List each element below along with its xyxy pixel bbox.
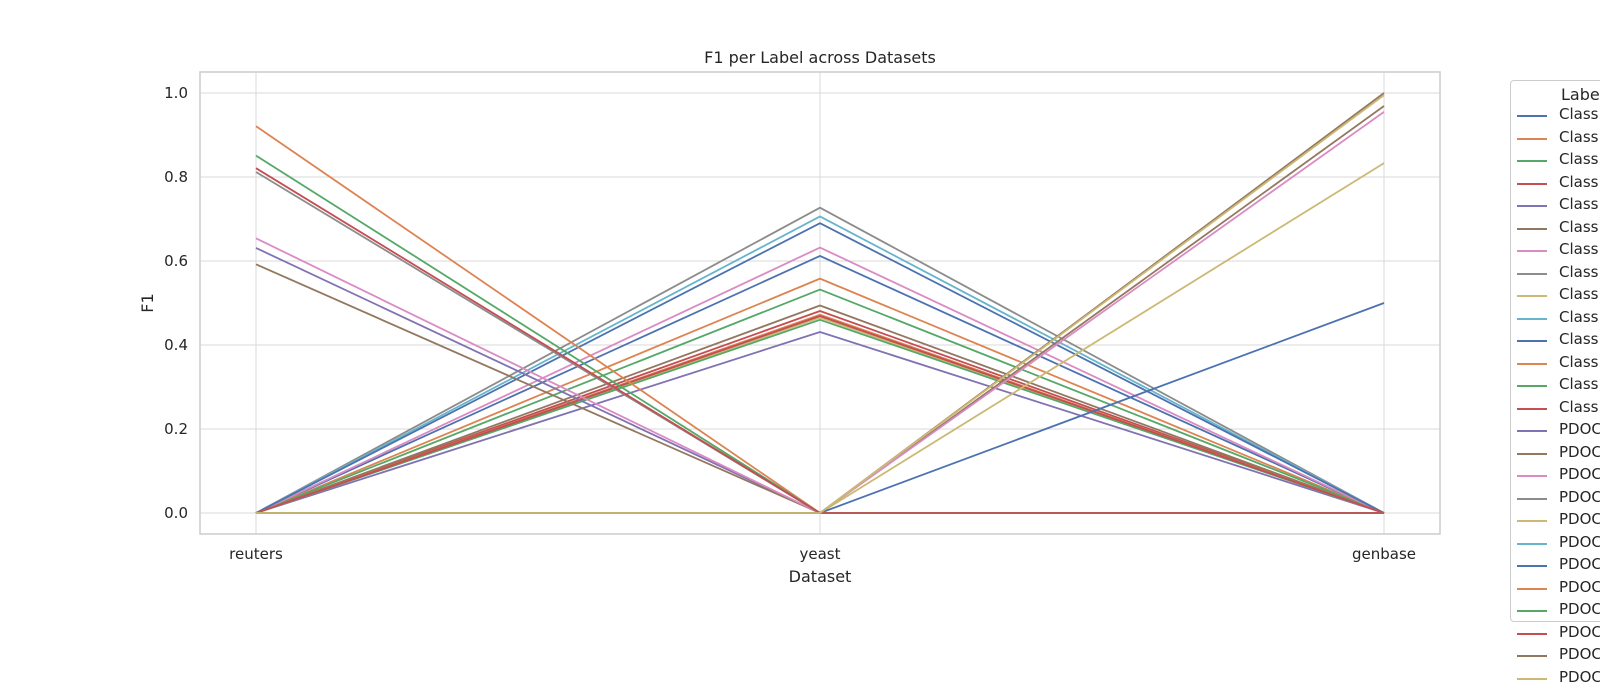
legend-label: PDOC: [1559, 442, 1600, 461]
series-line-0: [255, 255, 1385, 514]
tick-layer: 0.0 0.2 0.4 0.6 0.8 1.0 reuters yeast genbase: [164, 84, 1416, 563]
legend-swatch: [1517, 227, 1547, 230]
legend-label: Class: [1559, 307, 1599, 326]
y-tick-label: 0.0: [164, 504, 188, 522]
series-line-12: [255, 318, 1385, 514]
legend-label: Class: [1559, 217, 1599, 236]
legend-swatch: [1517, 497, 1547, 500]
y-tick-label: 0.2: [164, 420, 188, 438]
series-line-9: [255, 215, 1385, 514]
legend-label: Class: [1559, 105, 1599, 123]
legend-label: Class: [1559, 262, 1599, 281]
y-tick-label: 0.6: [164, 252, 188, 270]
legend-swatch: [1517, 137, 1547, 140]
legend-label: PDOC: [1559, 577, 1600, 596]
legend-label: Class: [1559, 195, 1599, 213]
y-axis-label: F1: [138, 293, 157, 312]
series-line-13: [255, 315, 1385, 514]
legend-label: Class: [1559, 352, 1599, 371]
legend-label: PDOC: [1559, 555, 1600, 573]
legend-swatch: [1517, 430, 1547, 432]
series-line-7: [255, 206, 1385, 514]
legend-label: Class: [1559, 150, 1599, 168]
legend-label: PDOC: [1559, 622, 1600, 641]
y-tick-label: 1.0: [164, 84, 188, 102]
legend-swatch: [1517, 317, 1547, 320]
legend-swatch: [1517, 587, 1547, 590]
y-tick-label: 0.8: [164, 168, 188, 186]
legend-label: PDOC: [1559, 420, 1600, 438]
legend-label: Class: [1559, 397, 1599, 416]
y-tick-label: 0.4: [164, 336, 188, 354]
legend-label: PDOC: [1559, 510, 1600, 528]
legend-label: PDOC: [1559, 600, 1600, 618]
legend-swatch: [1517, 452, 1547, 455]
x-axis-label: Dataset: [789, 567, 852, 586]
chart-title: F1 per Label across Datasets: [704, 48, 936, 67]
series-layer: [255, 92, 1385, 514]
legend-swatch: [1517, 115, 1547, 117]
legend-label: Class: [1559, 330, 1599, 348]
legend-label: PDOC: [1559, 645, 1600, 663]
legend-label: Class: [1559, 127, 1599, 146]
legend-swatch: [1517, 340, 1547, 342]
legend-swatch: [1517, 272, 1547, 275]
legend-swatch: [1517, 475, 1547, 477]
legend-label: Class: [1559, 172, 1599, 191]
legend-label: PDOC: [1559, 487, 1600, 506]
legend-swatch: [1517, 610, 1547, 612]
legend-swatch: [1517, 385, 1547, 387]
series-line-25: [256, 94, 1385, 514]
legend-swatch: [1517, 542, 1547, 545]
legend-swatch: [1517, 677, 1547, 680]
x-tick-label-yeast: yeast: [800, 545, 841, 563]
legend-swatch: [1517, 182, 1547, 185]
legend-label: PDOC: [1559, 532, 1600, 551]
chart-figure: 0.0 0.2 0.4 0.6 0.8 1.0 reuters yeast genbase F1…: [0, 0, 1600, 600]
x-tick-label-reuters: reuters: [229, 545, 283, 563]
legend-label: Class: [1559, 375, 1599, 393]
series-line-3: [255, 310, 1385, 514]
legend-label: PDOC: [1559, 465, 1600, 483]
legend-swatch: [1517, 160, 1547, 162]
legend-label: Class: [1559, 240, 1599, 258]
legend-title: Labe: [1561, 85, 1600, 104]
legend-swatch: [1517, 250, 1547, 252]
legend-swatch: [1517, 205, 1547, 207]
plot-area-frame: [199, 71, 1441, 535]
series-line-10: [255, 222, 1385, 514]
x-tick-label-genbase: genbase: [1352, 545, 1416, 563]
series-line-6: [255, 246, 1385, 514]
legend-swatch: [1517, 520, 1547, 522]
series-line-4: [255, 331, 1385, 514]
legend-swatch: [1517, 655, 1547, 657]
legend-swatch: [1517, 565, 1547, 567]
legend: Labe Class Class Class Class Class Class Class…: [1510, 80, 1600, 686]
series-line-5: [255, 304, 1385, 514]
figure-background: [0, 0, 1600, 600]
legend-swatch: [1517, 407, 1547, 410]
legend-label: Class: [1559, 285, 1599, 303]
legend-label: PDOC: [1559, 667, 1600, 686]
legend-swatch: [1517, 632, 1547, 635]
legend-swatch: [1517, 362, 1547, 365]
series-line-1: [255, 277, 1385, 514]
series-line-2: [255, 288, 1385, 514]
legend-swatch: [1517, 295, 1547, 297]
